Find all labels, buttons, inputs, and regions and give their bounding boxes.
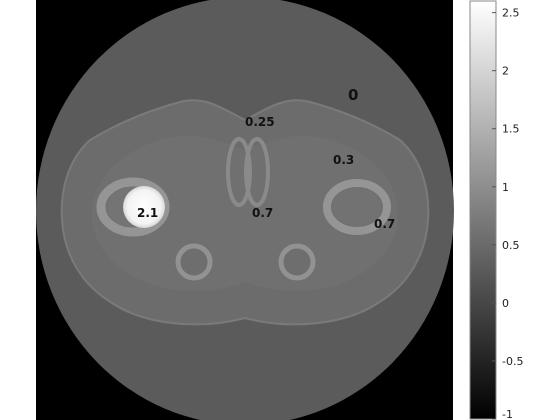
annotation-label: 0.3 [333,153,354,167]
annotation-label: 0.7 [374,217,395,231]
colorbar: 2.5 2 1.5 1 0.5 0 -0.5 -1 [469,0,523,420]
colorbar-tick-label: 0.5 [502,239,520,252]
colorbar-tick-label: 1.5 [502,123,520,136]
inner-tissue [91,135,399,292]
annotation-label: 0.7 [252,206,273,220]
central-loop-left [226,137,252,207]
annotation-label: 2.1 [137,206,158,220]
colorbar-tick-label: 2.5 [502,7,520,20]
colorbar-tick-label: 2 [502,65,509,78]
central-loop-right [244,137,270,207]
colorbar-tick-label: -0.5 [502,355,523,368]
lower-ring-left [175,243,213,281]
colorbar-tick-label: 1 [502,181,509,194]
colorbar-ticks: 2.5 2 1.5 1 0.5 0 -0.5 -1 [492,7,523,420]
colorbar-gradient [469,0,497,420]
lower-ring-right [278,243,316,281]
hot-insert [123,186,165,228]
colorbar-tick-label: 0 [502,297,509,310]
annotation-label: 0.25 [245,115,275,129]
right-bone-core [333,188,381,226]
right-bone-ring [323,179,391,235]
annotation-label: 0 [348,86,358,104]
colorbar-tick-label: -1 [502,408,513,420]
